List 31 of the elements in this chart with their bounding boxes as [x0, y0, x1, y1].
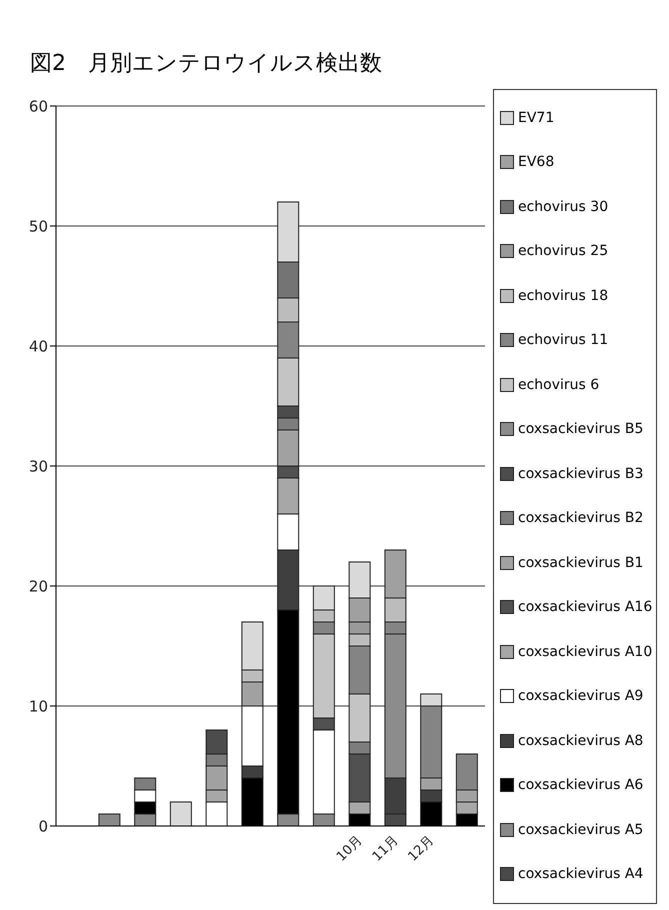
- legend-label: coxsackievirus A9: [518, 688, 644, 704]
- legend-label: echovirus 30: [518, 198, 608, 215]
- legend-label: coxsackievirus B3: [518, 466, 644, 482]
- y-tick-label: 40: [28, 337, 48, 356]
- y-tick-label: 10: [28, 697, 48, 716]
- x-tick-label: 12月: [406, 833, 438, 865]
- legend-label: echovirus 25: [518, 243, 608, 260]
- legend-label: coxsackievirus A16: [518, 599, 652, 616]
- legend-label: coxsackievirus A4: [518, 866, 644, 882]
- legend-label: coxsackievirus A10: [518, 644, 652, 660]
- legend-label: echovirus 6: [518, 376, 600, 393]
- legend-label: echovirus 18: [518, 288, 608, 304]
- bar: [170, 802, 192, 826]
- y-tick-label: 60: [28, 97, 48, 116]
- y-tick-label: 20: [28, 577, 48, 596]
- legend-label: coxsackievirus B1: [518, 554, 644, 571]
- bar: [98, 814, 120, 826]
- x-tick-label: 10月: [334, 833, 366, 865]
- x-tick-label: 11月: [370, 833, 402, 865]
- legend-label: EV71: [518, 110, 554, 126]
- y-tick-label: 30: [28, 457, 48, 476]
- chart-title: 図2 月別エンテロウイルス検出数: [29, 50, 383, 78]
- legend-label: coxsackievirus A6: [518, 777, 644, 794]
- legend-label: EV68: [518, 154, 554, 170]
- legend-label: coxsackievirus B2: [518, 510, 644, 526]
- legend-label: coxsackievirus A8: [518, 732, 644, 749]
- legend-label: echovirus 11: [518, 332, 608, 348]
- legend-label: coxsackievirus A5: [518, 822, 644, 838]
- y-tick-label: 0: [38, 817, 48, 836]
- legend-label: coxsackievirus B5: [518, 421, 644, 438]
- y-tick-label: 50: [28, 217, 48, 236]
